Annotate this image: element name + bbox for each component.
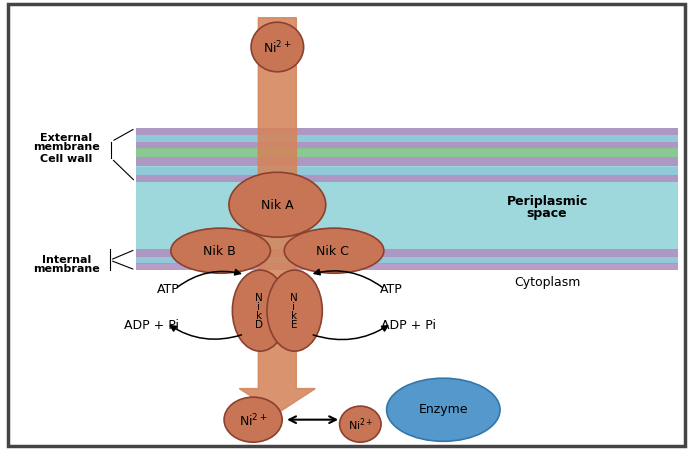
Text: Ni$^{2+}$: Ni$^{2+}$: [263, 40, 292, 56]
Bar: [136, 263, 678, 271]
Bar: [136, 168, 678, 175]
Text: ATP: ATP: [380, 283, 403, 296]
Text: Cytoplasm: Cytoplasm: [514, 275, 580, 288]
Ellipse shape: [171, 229, 270, 274]
Text: Internal
membrane: Internal membrane: [33, 254, 100, 273]
Ellipse shape: [251, 23, 304, 73]
Ellipse shape: [387, 378, 500, 442]
Text: Cell wall: Cell wall: [40, 154, 93, 164]
Text: ADP + Pi: ADP + Pi: [124, 318, 179, 331]
Bar: [136, 129, 678, 136]
Ellipse shape: [267, 271, 322, 351]
Bar: [136, 175, 678, 182]
Bar: [136, 149, 678, 158]
Text: N
i
k
E: N i k E: [290, 292, 298, 330]
Ellipse shape: [340, 406, 381, 442]
Text: ATP: ATP: [157, 283, 179, 296]
Ellipse shape: [224, 397, 282, 442]
Bar: [136, 129, 678, 264]
Bar: [136, 250, 678, 257]
Text: N
i
k
D: N i k D: [254, 292, 263, 330]
Text: Nik C: Nik C: [316, 244, 349, 258]
Text: External
membrane: External membrane: [33, 133, 100, 152]
Text: ADP + Pi: ADP + Pi: [381, 318, 437, 331]
Ellipse shape: [229, 173, 326, 238]
Bar: [136, 136, 678, 143]
Ellipse shape: [232, 271, 288, 351]
Ellipse shape: [284, 229, 384, 274]
Text: Ni$^{2+}$: Ni$^{2+}$: [347, 416, 373, 433]
Bar: [136, 258, 678, 264]
Bar: [136, 158, 678, 167]
FancyArrow shape: [239, 18, 315, 414]
Text: Nik B: Nik B: [203, 244, 236, 258]
Text: Ni$^{2+}$: Ni$^{2+}$: [239, 411, 267, 428]
Text: Nik A: Nik A: [261, 199, 294, 212]
Bar: [136, 143, 678, 150]
Text: Periplasmic
space: Periplasmic space: [507, 195, 588, 220]
Text: Enzyme: Enzyme: [419, 402, 468, 415]
